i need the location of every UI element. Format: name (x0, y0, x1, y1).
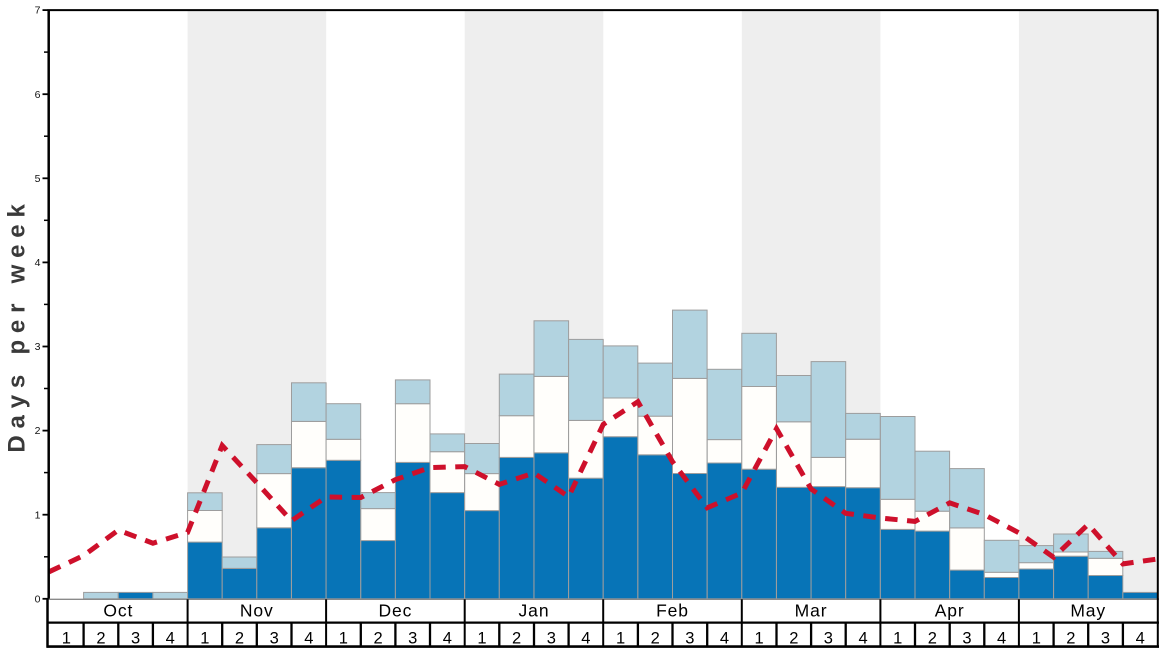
svg-text:4: 4 (443, 629, 452, 647)
svg-text:4: 4 (720, 629, 729, 647)
svg-text:2: 2 (96, 629, 105, 647)
svg-text:Jan: Jan (519, 600, 550, 620)
svg-text:3: 3 (824, 629, 833, 647)
svg-text:Apr: Apr (935, 600, 965, 620)
svg-text:2: 2 (1066, 629, 1075, 647)
svg-text:2: 2 (35, 425, 41, 437)
svg-text:Days per week: Days per week (4, 197, 31, 452)
svg-text:4: 4 (997, 629, 1006, 647)
svg-text:3: 3 (270, 629, 279, 647)
svg-text:2: 2 (789, 629, 798, 647)
svg-text:Dec: Dec (378, 600, 412, 620)
svg-text:1: 1 (616, 629, 625, 647)
svg-text:1: 1 (477, 629, 486, 647)
svg-text:3: 3 (547, 629, 556, 647)
svg-text:2: 2 (235, 629, 244, 647)
svg-text:Mar: Mar (795, 600, 828, 620)
svg-text:1: 1 (755, 629, 764, 647)
svg-text:1: 1 (200, 629, 209, 647)
svg-text:May: May (1070, 600, 1106, 620)
svg-text:4: 4 (304, 629, 313, 647)
svg-text:4: 4 (859, 629, 868, 647)
svg-text:1: 1 (893, 629, 902, 647)
svg-text:1: 1 (62, 629, 71, 647)
svg-text:5: 5 (35, 173, 41, 185)
svg-text:2: 2 (512, 629, 521, 647)
svg-text:3: 3 (1101, 629, 1110, 647)
svg-text:3: 3 (962, 629, 971, 647)
svg-text:2: 2 (651, 629, 660, 647)
svg-text:1: 1 (339, 629, 348, 647)
svg-text:7: 7 (35, 5, 41, 17)
svg-text:0: 0 (35, 593, 41, 605)
svg-text:1: 1 (1032, 629, 1041, 647)
svg-text:Feb: Feb (656, 600, 689, 620)
svg-text:6: 6 (35, 89, 41, 101)
svg-text:4: 4 (581, 629, 590, 647)
svg-text:Oct: Oct (103, 600, 133, 620)
svg-text:3: 3 (685, 629, 694, 647)
svg-text:3: 3 (408, 629, 417, 647)
svg-text:2: 2 (928, 629, 937, 647)
svg-text:4: 4 (35, 257, 41, 269)
svg-text:4: 4 (1136, 629, 1145, 647)
svg-text:3: 3 (131, 629, 140, 647)
svg-text:4: 4 (166, 629, 175, 647)
svg-text:1: 1 (35, 509, 41, 521)
svg-text:Nov: Nov (240, 600, 274, 620)
svg-text:3: 3 (35, 341, 41, 353)
svg-text:2: 2 (374, 629, 383, 647)
